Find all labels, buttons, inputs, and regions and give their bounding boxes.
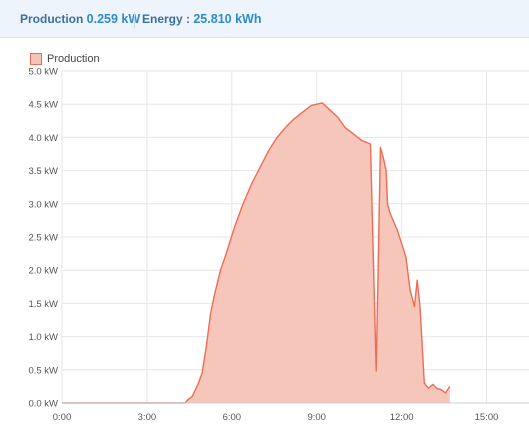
y-tick-label: 3.5 kW bbox=[28, 166, 58, 177]
chart-legend[interactable]: Production bbox=[30, 52, 100, 66]
y-tick-label: 0.0 kW bbox=[28, 399, 58, 410]
production-series-line bbox=[62, 102, 451, 404]
x-tick-label: 15:00 bbox=[475, 412, 499, 423]
stats-divider bbox=[134, 12, 135, 28]
y-tick-label: 3.0 kW bbox=[28, 199, 58, 210]
production-chart: 0.0 kW 0.5 kW 1.0 kW 1.5 kW 2.0 kW 2.5 kW 3.0 … bbox=[28, 67, 529, 423]
x-tick-label: 9:00 bbox=[307, 412, 326, 423]
y-tick-label: 1.5 kW bbox=[28, 299, 58, 310]
x-tick-label: 12:00 bbox=[390, 412, 414, 423]
production-chart-panel: Production 0.0 kW 0.5 kW 1.0 kW 1.5 kW 2.0 k… bbox=[0, 38, 529, 436]
energy-label: Energy : bbox=[142, 12, 191, 26]
x-tick-label: 6:00 bbox=[223, 412, 242, 423]
legend-label: Production bbox=[47, 53, 100, 65]
x-tick-label: 0:00 bbox=[53, 412, 72, 423]
production-area-fill bbox=[62, 102, 450, 404]
energy-value: 25.810 kWh bbox=[193, 12, 262, 26]
y-tick-label: 1.0 kW bbox=[28, 332, 58, 343]
energy-stat: Energy : 25.810 kWh bbox=[142, 12, 261, 26]
y-tick-label: 2.5 kW bbox=[28, 233, 58, 244]
y-tick-label: 2.0 kW bbox=[28, 266, 58, 277]
production-stat: Production 0.259 kW bbox=[20, 12, 140, 26]
y-tick-label: 0.5 kW bbox=[28, 365, 58, 376]
y-tick-label: 4.0 kW bbox=[28, 133, 58, 144]
stats-bar: Production 0.259 kW Energy : 25.810 kWh bbox=[0, 0, 529, 38]
legend-swatch-icon bbox=[30, 53, 42, 65]
production-value: 0.259 kW bbox=[86, 12, 141, 26]
production-label: Production bbox=[20, 12, 84, 26]
y-tick-label: 5.0 kW bbox=[28, 67, 58, 78]
x-tick-label: 3:00 bbox=[138, 412, 157, 423]
y-tick-label: 4.5 kW bbox=[28, 100, 58, 111]
